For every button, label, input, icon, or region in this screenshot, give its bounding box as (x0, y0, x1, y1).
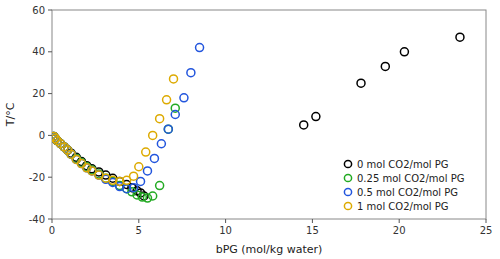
y-tick (48, 51, 52, 52)
x-axis: 0 5 10 15 20 25 (49, 219, 493, 236)
x-tick (138, 219, 139, 223)
chart: 0 5 10 15 20 25 -40 -20 0 20 40 60 bPG (mol/kg water… (0, 0, 500, 259)
point (381, 62, 389, 70)
legend-marker (344, 160, 351, 167)
y-tick-label: -40 (29, 214, 45, 225)
point (150, 154, 158, 162)
y-tick-label: 60 (32, 5, 45, 16)
legend-label: 0 mol CO2/mol PG (357, 159, 449, 170)
point (180, 94, 188, 102)
point (164, 125, 172, 133)
point (143, 167, 151, 175)
x-tick (486, 219, 487, 223)
y-tick (48, 219, 52, 220)
point (72, 155, 80, 163)
x-tick (225, 219, 226, 223)
x-tick-label: 5 (136, 225, 142, 236)
y-tick (48, 93, 52, 94)
x-tick-label: 25 (480, 225, 493, 236)
x-tick (312, 219, 313, 223)
point (142, 148, 150, 156)
y-tick (48, 177, 52, 178)
point (130, 172, 138, 180)
point (130, 184, 138, 192)
y-tick (48, 135, 52, 136)
point (312, 113, 320, 121)
series (52, 44, 204, 193)
x-axis-label: bPG (mol/kg water) (216, 243, 323, 256)
plot-frame (52, 10, 486, 219)
x-tick (52, 219, 53, 223)
legend-marker (344, 174, 351, 181)
point (72, 155, 80, 163)
point (164, 125, 172, 133)
y-tick-label: 20 (32, 88, 45, 99)
point (78, 160, 86, 168)
point (187, 69, 195, 77)
series (52, 33, 464, 200)
point (196, 44, 204, 52)
x-tick-label: 20 (393, 225, 406, 236)
point (300, 121, 308, 129)
y-tick-label: 0 (39, 130, 45, 141)
x-tick (399, 219, 400, 223)
y-tick-label: -20 (29, 172, 45, 183)
x-tick-label: 15 (306, 225, 319, 236)
point (149, 192, 157, 200)
point (157, 140, 165, 148)
series (52, 104, 179, 202)
point (143, 194, 151, 202)
points (52, 33, 464, 202)
y-tick (48, 10, 52, 11)
point (149, 131, 157, 139)
y-axis: -40 -20 0 20 40 60 (29, 5, 52, 225)
point (135, 163, 143, 171)
point (156, 182, 164, 190)
point (171, 111, 179, 119)
point (156, 115, 164, 123)
x-tick-label: 0 (49, 225, 55, 236)
legend-marker (344, 188, 351, 195)
point (357, 79, 365, 87)
y-axis-label: T/°C (4, 102, 17, 127)
point (78, 160, 86, 168)
point (137, 177, 145, 185)
point (400, 48, 408, 56)
point (163, 96, 171, 104)
point (170, 75, 178, 83)
legend-label: 0.5 mol CO2/mol PG (357, 187, 458, 198)
legend: 0 mol CO2/mol PG 0.25 mol CO2/mol PG 0.5 m… (344, 159, 464, 212)
legend-label: 0.25 mol CO2/mol PG (357, 173, 464, 184)
legend-label: 1 mol CO2/mol PG (357, 201, 449, 212)
y-tick-label: 40 (32, 46, 45, 57)
point (456, 33, 464, 41)
legend-marker (344, 202, 351, 209)
x-tick-label: 10 (219, 225, 232, 236)
series (52, 75, 178, 185)
